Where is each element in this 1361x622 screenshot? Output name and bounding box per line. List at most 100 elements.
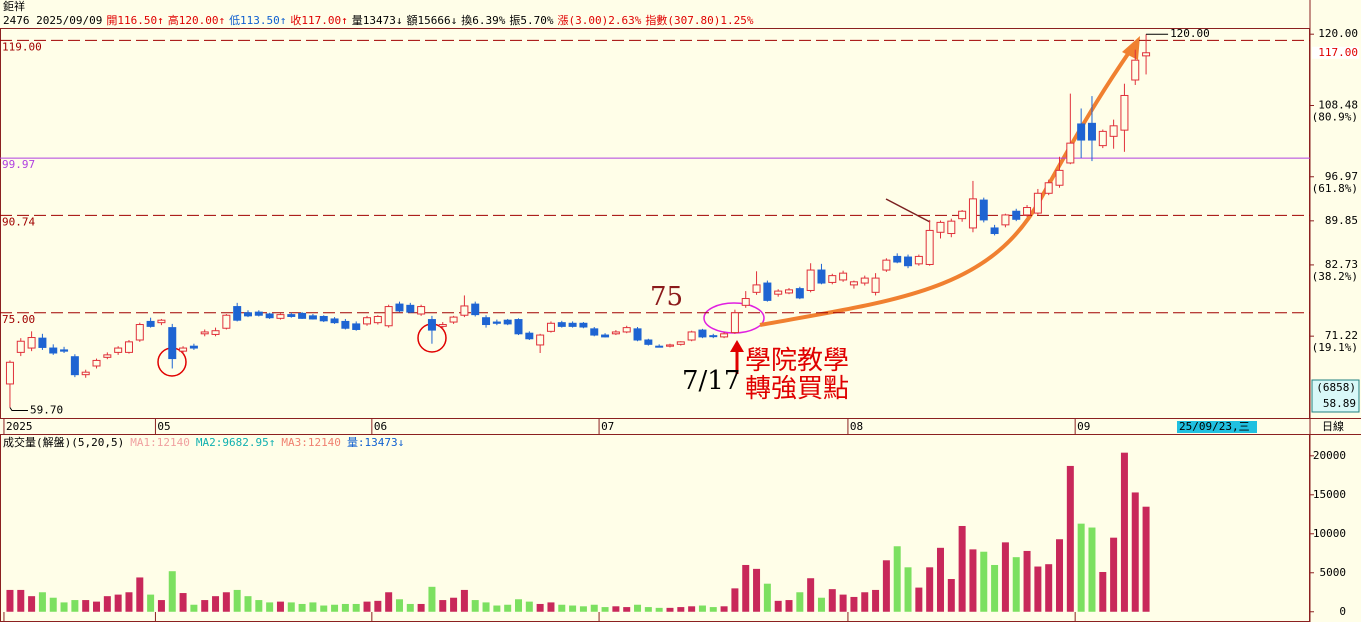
candle-body (460, 305, 469, 316)
fib-label: (80.9%) (1312, 111, 1358, 124)
candle-body (925, 229, 934, 265)
volume-bar (266, 602, 274, 612)
volume-bar (38, 592, 46, 612)
candle-body (179, 347, 188, 352)
volume-bar (1056, 539, 1064, 612)
volume-bar (536, 603, 544, 612)
candle-body (81, 371, 90, 376)
y-tick-label: 89.85 (1325, 214, 1358, 227)
legend-item: MA1:12140 (130, 436, 190, 449)
volume-bar (147, 594, 155, 612)
candle-body (276, 314, 285, 319)
candle-body (622, 327, 631, 333)
candle-body (1120, 94, 1129, 131)
volume-bar (666, 607, 674, 612)
period-label: 日線 (1322, 419, 1344, 433)
volume-bar (157, 600, 165, 612)
volume-bar (796, 592, 804, 612)
volume-bar (590, 604, 598, 612)
candle-body (525, 332, 534, 340)
candle-body (806, 269, 815, 291)
x-tick-label: 08 (850, 420, 863, 433)
volume-bar (634, 604, 642, 612)
volume-bar (1110, 537, 1118, 612)
candle-body (1055, 169, 1064, 186)
x-tick-label: 07 (601, 420, 614, 433)
volume-bar (850, 596, 858, 612)
level-label: 90.74 (2, 215, 35, 228)
candle-body (103, 354, 112, 358)
volume-bar (1034, 566, 1042, 612)
candle-body (503, 319, 512, 325)
volume-bar (1012, 557, 1020, 612)
volume-bar (1023, 550, 1031, 612)
candle-body (611, 331, 620, 335)
high-label: 120.00 (1170, 27, 1210, 40)
candle-body (536, 334, 545, 346)
header-item: 振5.70% (509, 13, 553, 27)
candle-body (839, 272, 848, 281)
cursor-date-box (1177, 421, 1257, 433)
header-item: 指數(307.80)1.25% (645, 13, 753, 27)
volume-bar (244, 596, 252, 612)
header-item: 開116.50↑ (106, 14, 163, 27)
volume-bar (612, 606, 620, 612)
candle-body (70, 356, 79, 376)
volume-bar (1077, 523, 1085, 612)
candle-body (698, 329, 707, 338)
readout: (6858) (1316, 381, 1356, 394)
volume-bar (579, 606, 587, 612)
volume-bar (471, 600, 479, 612)
candle-body (828, 275, 837, 283)
volume-bar (287, 602, 295, 612)
candle-body (752, 284, 761, 293)
candle-body (1012, 210, 1021, 220)
volume-bar (1131, 492, 1139, 612)
candle-body (990, 227, 999, 235)
y-tick-label: 108.48 (1318, 99, 1358, 112)
candle-body (60, 349, 69, 352)
volume-bar (785, 600, 793, 612)
volume-bar (222, 592, 230, 612)
y-tick-label: 10000 (1313, 527, 1346, 540)
candle-body (730, 312, 739, 334)
header-line: 2476 2025/09/09 開116.50↑ 高120.00↑ 低113.50↑ 收… (3, 13, 754, 27)
candle-body (482, 317, 491, 326)
volume-bar (731, 588, 739, 612)
candle-body (1066, 142, 1075, 164)
volume-bar (190, 604, 198, 612)
volume-bar (569, 605, 577, 612)
candle-body (579, 322, 588, 328)
candle-body (341, 320, 350, 329)
candle-body (27, 337, 36, 349)
y-tick-label: 15000 (1313, 488, 1346, 501)
volume-bar (644, 607, 652, 612)
volume-bar (1001, 542, 1009, 612)
volume-bar (601, 607, 609, 612)
volume-bar (623, 607, 631, 612)
volume-bar (947, 579, 955, 612)
volume-bar (276, 601, 284, 612)
volume-bar (493, 605, 501, 612)
y-tick-label: 0 (1339, 605, 1346, 618)
annotation: 75 (650, 282, 683, 312)
volume-bar (547, 602, 555, 612)
volume-bar (6, 589, 14, 612)
volume-bar (893, 546, 901, 612)
header-item: 高120.00↑ (168, 13, 225, 27)
y-tick-label: 120.00 (1318, 27, 1358, 40)
candle-body (287, 314, 296, 317)
candle-body (720, 333, 729, 338)
volume-bar (763, 583, 771, 612)
candle-body (633, 328, 642, 341)
candle-body (1077, 123, 1086, 141)
volume-bar (1099, 571, 1107, 612)
header-item: 收117.00↑ (290, 13, 347, 27)
candle-body (330, 318, 339, 324)
volume-bar (482, 602, 490, 612)
volume-bar (861, 592, 869, 612)
candle-body (546, 322, 555, 332)
y-tick-label: 71.22 (1325, 329, 1358, 342)
candle-body (1109, 125, 1118, 137)
candle-body (471, 303, 480, 316)
